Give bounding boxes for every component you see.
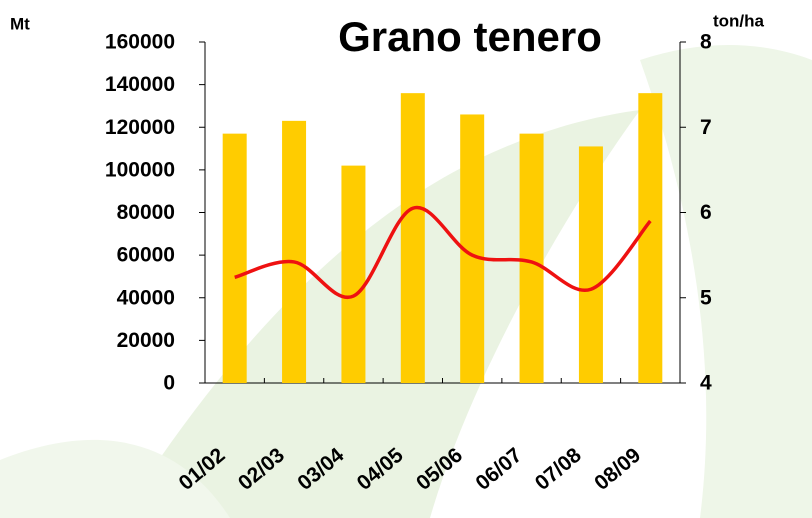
bar bbox=[579, 146, 603, 383]
y-tick-label: 0 bbox=[163, 372, 175, 395]
bar bbox=[401, 93, 425, 383]
y-axis-label: Mt bbox=[10, 14, 30, 33]
y-tick-label: 120000 bbox=[105, 116, 175, 139]
bar bbox=[341, 166, 365, 383]
bar bbox=[520, 134, 544, 383]
bar bbox=[223, 134, 247, 383]
y2-tick-label: 8 bbox=[700, 31, 712, 54]
y2-tick-label: 4 bbox=[700, 372, 712, 395]
y-tick-label: 160000 bbox=[105, 31, 175, 54]
y2-axis-label: ton/ha bbox=[713, 11, 765, 30]
chart-title: Grano tenero bbox=[338, 13, 602, 60]
y2-tick-label: 5 bbox=[700, 286, 712, 309]
y-tick-label: 140000 bbox=[105, 73, 175, 96]
y-tick-label: 40000 bbox=[117, 286, 175, 309]
bar bbox=[638, 93, 662, 383]
y2-tick-label: 7 bbox=[700, 116, 712, 139]
bar bbox=[282, 121, 306, 383]
y2-tick-label: 6 bbox=[700, 201, 712, 224]
chart: Grano tenero Mt ton/ha 0 20000 40000 60000 8… bbox=[0, 0, 812, 518]
y-tick-label: 60000 bbox=[117, 244, 175, 267]
x-tick-label: 07/08 bbox=[531, 443, 586, 495]
x-tick-label: 08/09 bbox=[590, 444, 645, 495]
y-tick-label: 100000 bbox=[105, 158, 175, 181]
x-tick-label: 06/07 bbox=[471, 444, 526, 495]
y-tick-label: 80000 bbox=[117, 201, 175, 224]
y-tick-label: 20000 bbox=[117, 329, 175, 352]
